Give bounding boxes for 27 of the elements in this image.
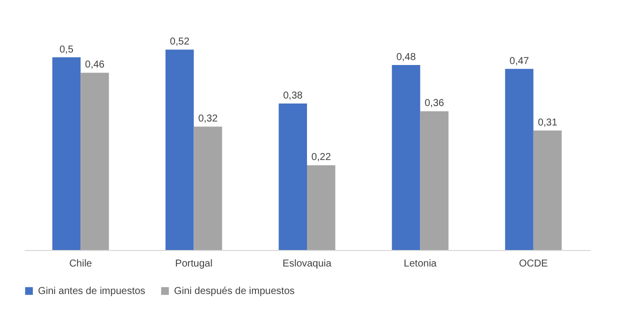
bar — [194, 126, 222, 250]
data-label: 0,47 — [510, 56, 530, 67]
x-tick-label: Letonia — [404, 258, 438, 270]
data-label: 0,36 — [424, 98, 445, 110]
bar — [392, 64, 420, 250]
bar — [52, 57, 81, 250]
bar — [278, 104, 307, 250]
bar — [505, 68, 534, 250]
bar — [307, 165, 336, 250]
legend-label: Gini después de impuestos — [174, 286, 295, 297]
bar — [166, 50, 194, 250]
bar — [533, 130, 562, 250]
data-label: 0,31 — [538, 118, 558, 129]
x-tick-label: Chile — [69, 258, 92, 270]
data-label: 0,22 — [311, 152, 332, 164]
legend-label: Gini antes de impuestos — [38, 286, 146, 297]
data-label: 0,38 — [283, 90, 304, 102]
data-label: 0,5 — [59, 44, 74, 56]
bar — [420, 111, 448, 250]
x-tick-label: OCDE — [518, 258, 548, 270]
data-label: 0,32 — [198, 114, 218, 125]
x-tick-label: Eslovaquia — [282, 258, 332, 270]
data-label: 0,52 — [170, 36, 190, 48]
bar — [80, 72, 109, 250]
x-tick-label: Portugal — [175, 258, 212, 270]
data-label: 0,46 — [85, 60, 105, 71]
data-label: 0,48 — [396, 52, 416, 63]
